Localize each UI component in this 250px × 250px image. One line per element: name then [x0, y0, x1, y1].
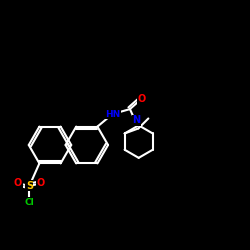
Text: O: O	[137, 94, 145, 104]
Text: O: O	[14, 178, 22, 188]
Text: N: N	[132, 115, 140, 125]
Text: O: O	[36, 178, 45, 188]
Text: S: S	[26, 181, 33, 191]
Text: HN: HN	[105, 110, 120, 118]
Text: Cl: Cl	[24, 198, 34, 207]
